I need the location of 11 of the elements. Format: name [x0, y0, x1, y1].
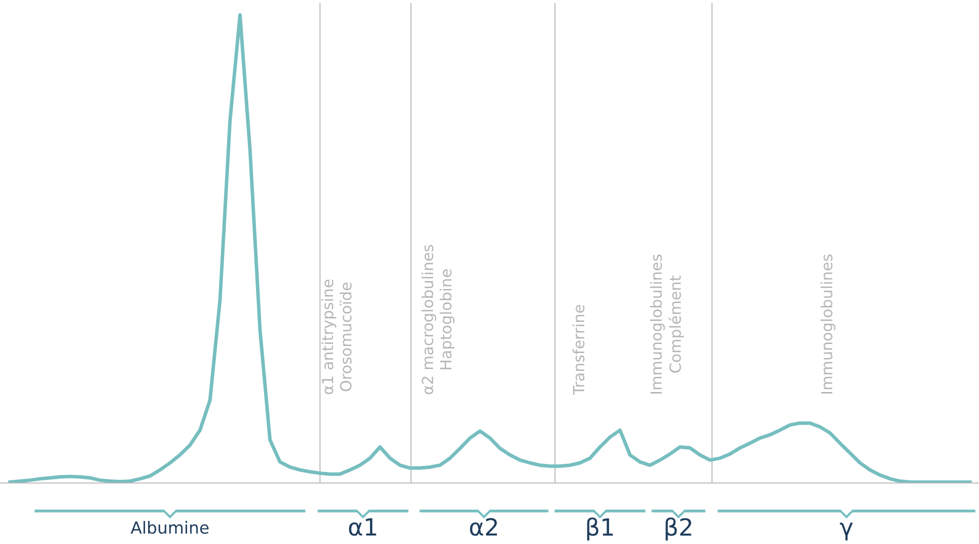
annotation: Immunoglobulines — [820, 254, 836, 394]
annotation: Immunoglobulines Complément — [650, 254, 684, 394]
text: Albumine — [130, 520, 209, 534]
annotation: α1 antitrypsine Orosomucoïde — [321, 280, 352, 394]
annotation: Transferrine — [572, 305, 584, 396]
text: β1 — [587, 518, 613, 540]
text: γ — [840, 522, 853, 540]
text: β2 — [666, 518, 692, 540]
text: α1 — [349, 518, 376, 536]
text: α2 — [470, 518, 497, 536]
annotation: α2 macroglobulines Haptoglobine — [421, 244, 455, 394]
